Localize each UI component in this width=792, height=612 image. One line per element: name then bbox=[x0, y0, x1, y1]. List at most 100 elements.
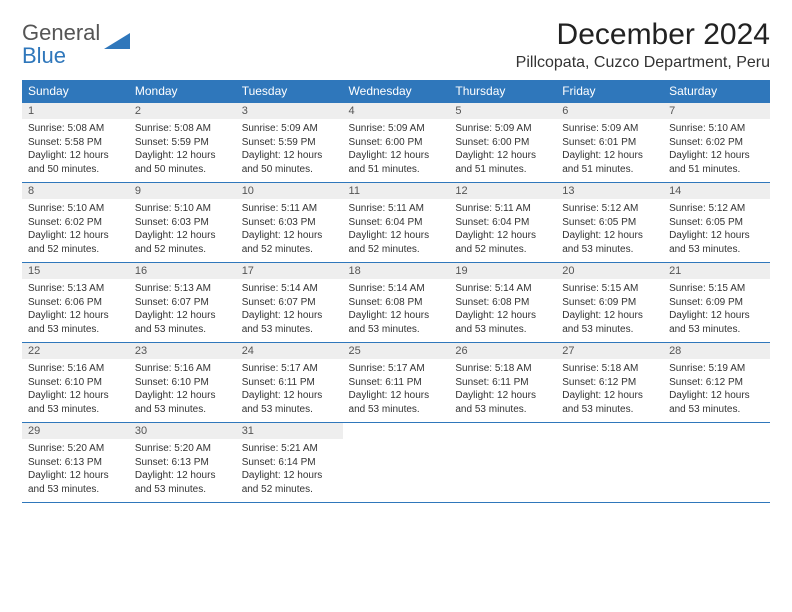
day-d1: Daylight: 12 hours bbox=[669, 229, 764, 243]
day-body: Sunrise: 5:10 AMSunset: 6:02 PMDaylight:… bbox=[22, 199, 129, 262]
day-ss: Sunset: 6:05 PM bbox=[669, 216, 764, 230]
day-body: Sunrise: 5:14 AMSunset: 6:08 PMDaylight:… bbox=[343, 279, 450, 342]
day-ss: Sunset: 6:05 PM bbox=[562, 216, 657, 230]
day-d2: and 51 minutes. bbox=[349, 163, 444, 177]
day-d1: Daylight: 12 hours bbox=[562, 229, 657, 243]
day-cell: 25Sunrise: 5:17 AMSunset: 6:11 PMDayligh… bbox=[343, 343, 450, 423]
day-sr: Sunrise: 5:14 AM bbox=[349, 282, 444, 296]
day-number: 6 bbox=[556, 103, 663, 119]
day-body: Sunrise: 5:18 AMSunset: 6:11 PMDaylight:… bbox=[449, 359, 556, 422]
day-cell: 23Sunrise: 5:16 AMSunset: 6:10 PMDayligh… bbox=[129, 343, 236, 423]
day-d1: Daylight: 12 hours bbox=[455, 309, 550, 323]
day-ss: Sunset: 6:10 PM bbox=[28, 376, 123, 390]
day-d2: and 53 minutes. bbox=[669, 243, 764, 257]
day-d1: Daylight: 12 hours bbox=[455, 389, 550, 403]
day-number: 26 bbox=[449, 343, 556, 359]
brand-logo: General Blue bbox=[22, 18, 130, 67]
day-ss: Sunset: 6:11 PM bbox=[242, 376, 337, 390]
day-cell: ..... bbox=[556, 423, 663, 503]
day-cell: 19Sunrise: 5:14 AMSunset: 6:08 PMDayligh… bbox=[449, 263, 556, 343]
day-d2: and 53 minutes. bbox=[562, 403, 657, 417]
day-sr: Sunrise: 5:14 AM bbox=[455, 282, 550, 296]
day-sr: Sunrise: 5:21 AM bbox=[242, 442, 337, 456]
day-d1: Daylight: 12 hours bbox=[242, 309, 337, 323]
brand-line1: General bbox=[22, 20, 100, 45]
day-d2: and 53 minutes. bbox=[562, 243, 657, 257]
day-d1: Daylight: 12 hours bbox=[28, 469, 123, 483]
day-cell: 28Sunrise: 5:19 AMSunset: 6:12 PMDayligh… bbox=[663, 343, 770, 423]
day-sr: Sunrise: 5:09 AM bbox=[349, 122, 444, 136]
day-cell: 1Sunrise: 5:08 AMSunset: 5:58 PMDaylight… bbox=[22, 103, 129, 183]
day-d2: and 53 minutes. bbox=[669, 403, 764, 417]
day-d2: and 53 minutes. bbox=[28, 483, 123, 497]
day-sr: Sunrise: 5:11 AM bbox=[349, 202, 444, 216]
day-body: Sunrise: 5:13 AMSunset: 6:07 PMDaylight:… bbox=[129, 279, 236, 342]
day-number: 7 bbox=[663, 103, 770, 119]
day-d2: and 53 minutes. bbox=[455, 323, 550, 337]
day-ss: Sunset: 6:01 PM bbox=[562, 136, 657, 150]
day-ss: Sunset: 6:02 PM bbox=[669, 136, 764, 150]
day-body: Sunrise: 5:13 AMSunset: 6:06 PMDaylight:… bbox=[22, 279, 129, 342]
day-body: Sunrise: 5:11 AMSunset: 6:04 PMDaylight:… bbox=[449, 199, 556, 262]
day-d1: Daylight: 12 hours bbox=[135, 309, 230, 323]
day-number: 21 bbox=[663, 263, 770, 279]
day-d1: Daylight: 12 hours bbox=[242, 389, 337, 403]
day-sr: Sunrise: 5:20 AM bbox=[135, 442, 230, 456]
day-ss: Sunset: 6:08 PM bbox=[349, 296, 444, 310]
month-title: December 2024 bbox=[516, 18, 770, 52]
day-cell: 15Sunrise: 5:13 AMSunset: 6:06 PMDayligh… bbox=[22, 263, 129, 343]
day-sr: Sunrise: 5:19 AM bbox=[669, 362, 764, 376]
day-cell: 10Sunrise: 5:11 AMSunset: 6:03 PMDayligh… bbox=[236, 183, 343, 263]
day-d1: Daylight: 12 hours bbox=[28, 389, 123, 403]
day-ss: Sunset: 6:08 PM bbox=[455, 296, 550, 310]
dow-header-cell: Thursday bbox=[449, 80, 556, 103]
day-sr: Sunrise: 5:09 AM bbox=[242, 122, 337, 136]
day-body: Sunrise: 5:08 AMSunset: 5:59 PMDaylight:… bbox=[129, 119, 236, 182]
day-sr: Sunrise: 5:11 AM bbox=[455, 202, 550, 216]
day-sr: Sunrise: 5:17 AM bbox=[242, 362, 337, 376]
day-ss: Sunset: 5:59 PM bbox=[135, 136, 230, 150]
day-number: 5 bbox=[449, 103, 556, 119]
day-sr: Sunrise: 5:18 AM bbox=[455, 362, 550, 376]
day-body: Sunrise: 5:11 AMSunset: 6:03 PMDaylight:… bbox=[236, 199, 343, 262]
day-cell: 12Sunrise: 5:11 AMSunset: 6:04 PMDayligh… bbox=[449, 183, 556, 263]
day-d2: and 52 minutes. bbox=[135, 243, 230, 257]
day-d1: Daylight: 12 hours bbox=[242, 149, 337, 163]
day-d2: and 52 minutes. bbox=[349, 243, 444, 257]
dow-header-row: SundayMondayTuesdayWednesdayThursdayFrid… bbox=[22, 80, 770, 103]
day-d2: and 53 minutes. bbox=[28, 403, 123, 417]
day-d1: Daylight: 12 hours bbox=[135, 229, 230, 243]
dow-header-cell: Tuesday bbox=[236, 80, 343, 103]
day-body: Sunrise: 5:09 AMSunset: 5:59 PMDaylight:… bbox=[236, 119, 343, 182]
brand-line2: Blue bbox=[22, 45, 100, 67]
day-cell: 18Sunrise: 5:14 AMSunset: 6:08 PMDayligh… bbox=[343, 263, 450, 343]
day-body: Sunrise: 5:14 AMSunset: 6:07 PMDaylight:… bbox=[236, 279, 343, 342]
day-d1: Daylight: 12 hours bbox=[562, 309, 657, 323]
day-cell: 3Sunrise: 5:09 AMSunset: 5:59 PMDaylight… bbox=[236, 103, 343, 183]
day-ss: Sunset: 6:02 PM bbox=[28, 216, 123, 230]
day-ss: Sunset: 6:14 PM bbox=[242, 456, 337, 470]
day-ss: Sunset: 5:59 PM bbox=[242, 136, 337, 150]
day-ss: Sunset: 6:11 PM bbox=[349, 376, 444, 390]
day-d1: Daylight: 12 hours bbox=[455, 149, 550, 163]
day-ss: Sunset: 6:09 PM bbox=[562, 296, 657, 310]
day-ss: Sunset: 6:10 PM bbox=[135, 376, 230, 390]
brand-triangle-icon bbox=[104, 31, 130, 58]
day-d1: Daylight: 12 hours bbox=[349, 149, 444, 163]
day-d2: and 51 minutes. bbox=[669, 163, 764, 177]
day-cell: 30Sunrise: 5:20 AMSunset: 6:13 PMDayligh… bbox=[129, 423, 236, 503]
week-row: 22Sunrise: 5:16 AMSunset: 6:10 PMDayligh… bbox=[22, 343, 770, 423]
day-number: 13 bbox=[556, 183, 663, 199]
dow-header-cell: Monday bbox=[129, 80, 236, 103]
day-ss: Sunset: 6:13 PM bbox=[135, 456, 230, 470]
day-ss: Sunset: 6:00 PM bbox=[349, 136, 444, 150]
week-row: 29Sunrise: 5:20 AMSunset: 6:13 PMDayligh… bbox=[22, 423, 770, 503]
day-d1: Daylight: 12 hours bbox=[135, 469, 230, 483]
day-d2: and 50 minutes. bbox=[135, 163, 230, 177]
day-ss: Sunset: 6:04 PM bbox=[349, 216, 444, 230]
day-body: Sunrise: 5:08 AMSunset: 5:58 PMDaylight:… bbox=[22, 119, 129, 182]
day-sr: Sunrise: 5:10 AM bbox=[135, 202, 230, 216]
day-ss: Sunset: 6:06 PM bbox=[28, 296, 123, 310]
day-ss: Sunset: 6:03 PM bbox=[242, 216, 337, 230]
dow-header-cell: Friday bbox=[556, 80, 663, 103]
